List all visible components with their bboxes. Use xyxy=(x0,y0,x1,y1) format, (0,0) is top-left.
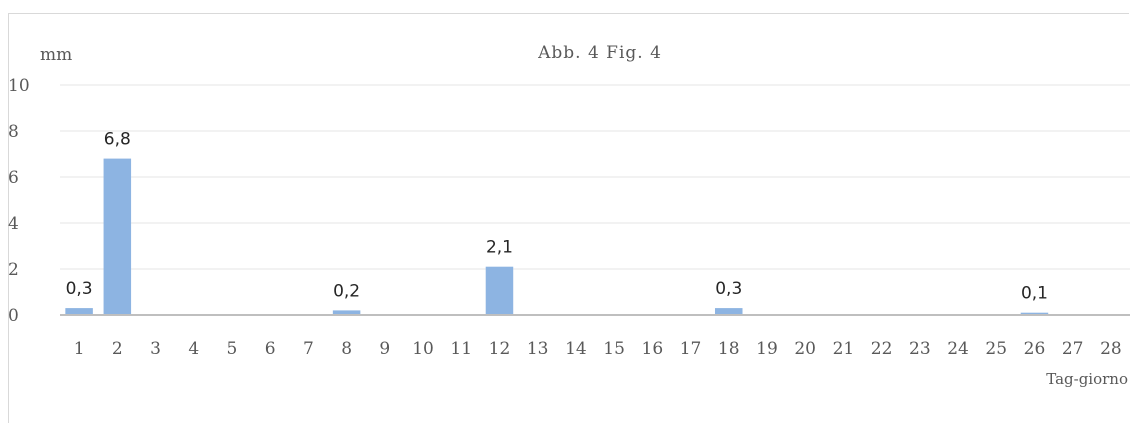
x-tick-label: 3 xyxy=(150,339,161,359)
x-tick-label: 4 xyxy=(188,339,199,359)
data-label: 0,2 xyxy=(333,281,360,301)
chart-title: Abb. 4 Fig. 4 xyxy=(537,43,662,63)
x-tick-label: 17 xyxy=(680,339,702,359)
x-tick-label: 20 xyxy=(794,339,816,359)
y-tick-label: 10 xyxy=(8,76,30,96)
x-tick-label: 14 xyxy=(565,339,587,359)
x-tick-label: 27 xyxy=(1062,339,1084,359)
x-tick-labels: 1 2 3 4 5 6 7 8 9 10 11 12 13 14 15 16 17 18 19 20 21 22 23 24 2… xyxy=(74,339,1122,359)
x-tick-label: 5 xyxy=(227,339,238,359)
bars xyxy=(65,158,1049,315)
gridlines xyxy=(60,84,1130,270)
x-tick-label: 15 xyxy=(603,339,625,359)
x-tick-label: 8 xyxy=(341,339,352,359)
x-tick-label: 7 xyxy=(303,339,314,359)
data-label: 6,8 xyxy=(104,130,131,150)
y-axis-label: mm xyxy=(40,45,72,65)
x-tick-label: 26 xyxy=(1024,339,1046,359)
x-axis-label: Tag-giorno xyxy=(1046,370,1128,388)
x-tick-label: 6 xyxy=(265,339,276,359)
bar xyxy=(485,266,514,315)
bar xyxy=(714,308,743,315)
x-tick-label: 18 xyxy=(718,339,740,359)
bar xyxy=(65,308,93,315)
data-label: 2,1 xyxy=(486,238,513,258)
x-tick-label: 19 xyxy=(756,339,778,359)
x-tick-label: 11 xyxy=(450,339,472,359)
x-tick-label: 28 xyxy=(1100,339,1122,359)
x-tick-label: 22 xyxy=(871,339,893,359)
x-tick-label: 10 xyxy=(412,339,434,359)
x-tick-label: 12 xyxy=(489,339,511,359)
x-tick-label: 2 xyxy=(112,339,123,359)
x-tick-label: 13 xyxy=(527,339,549,359)
x-tick-label: 23 xyxy=(909,339,931,359)
y-tick-label: 8 xyxy=(8,122,19,142)
data-label: 0,1 xyxy=(1021,284,1048,304)
x-tick-label: 16 xyxy=(642,339,664,359)
x-tick-label: 25 xyxy=(985,339,1007,359)
data-label: 0,3 xyxy=(66,279,93,299)
data-labels: 0,3 6,8 0,2 2,1 0,3 0,1 xyxy=(66,130,1048,304)
y-tick-label: 4 xyxy=(8,214,19,234)
x-tick-label: 21 xyxy=(833,339,855,359)
bar xyxy=(332,310,361,315)
bar xyxy=(103,158,132,315)
x-tick-label: 1 xyxy=(74,339,85,359)
x-tick-label: 24 xyxy=(947,339,969,359)
data-label: 0,3 xyxy=(715,279,742,299)
y-tick-label: 2 xyxy=(8,260,19,280)
x-tick-label: 9 xyxy=(379,339,390,359)
chart-frame xyxy=(8,13,1129,423)
y-tick-labels: 0 2 4 6 8 10 xyxy=(8,76,30,326)
y-tick-label: 6 xyxy=(8,168,19,188)
bar xyxy=(1020,312,1049,315)
y-tick-label: 0 xyxy=(8,306,19,326)
